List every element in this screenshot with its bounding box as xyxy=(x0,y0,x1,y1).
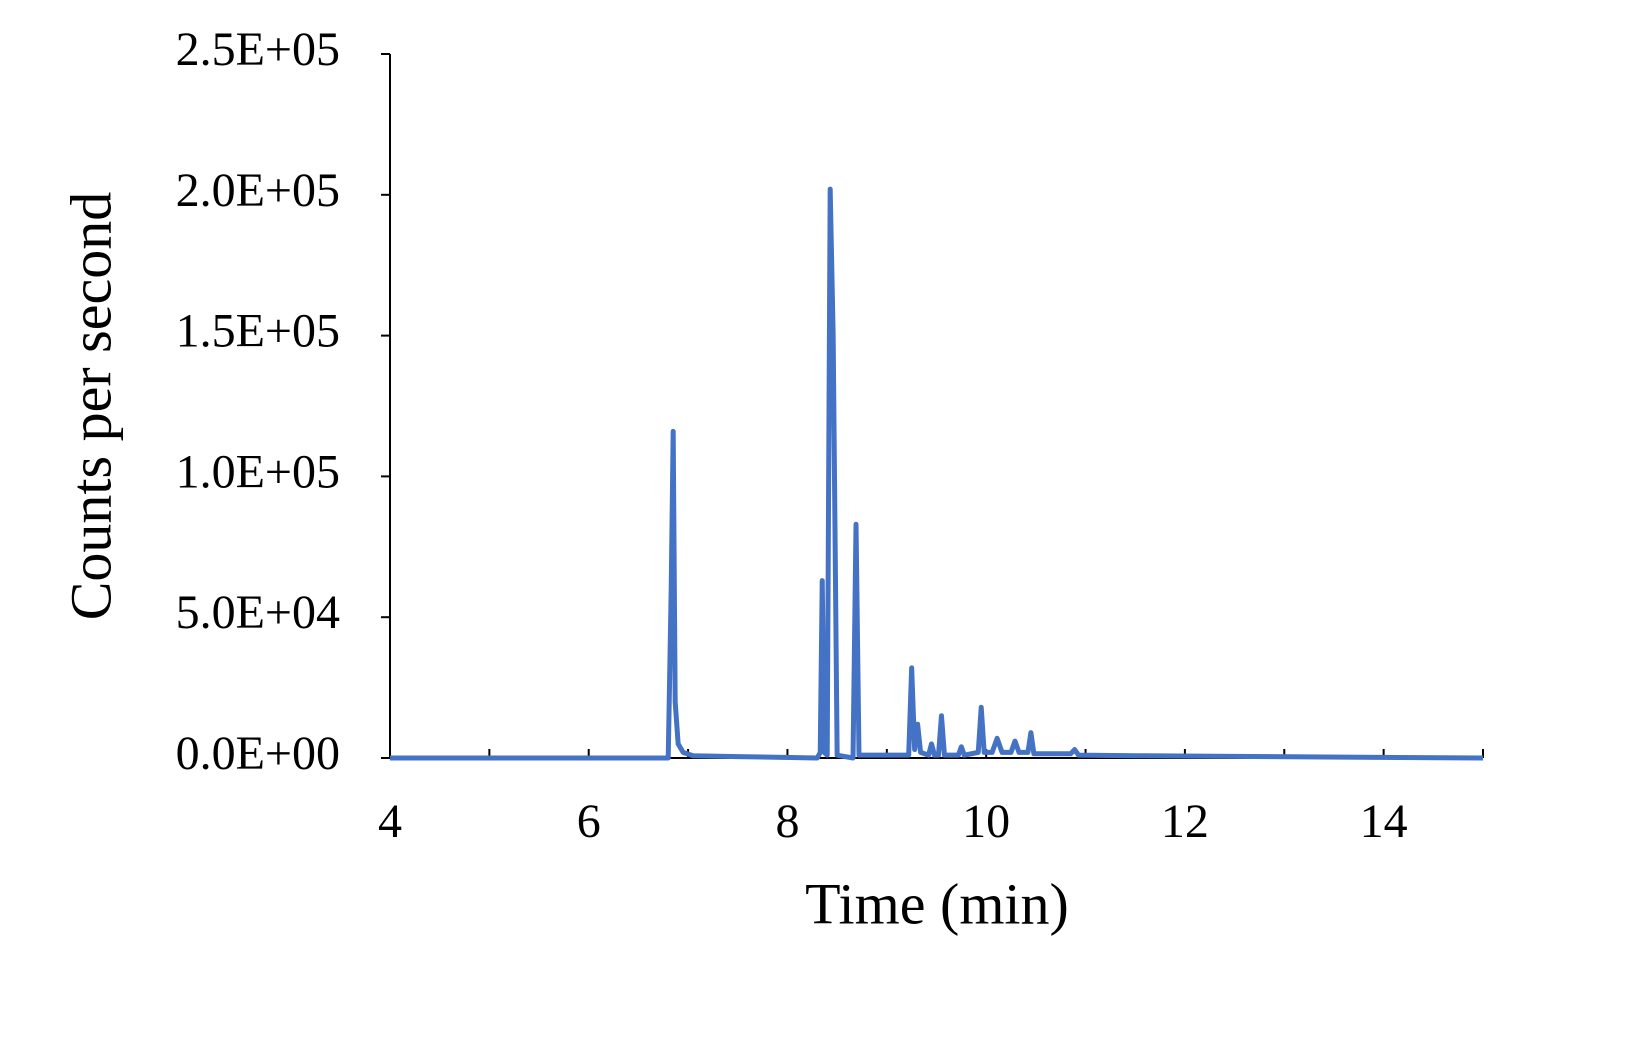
y-tick-label: 5.0E+04 xyxy=(176,586,340,639)
y-axis-title: Counts per second xyxy=(58,192,123,621)
y-tick-label: 2.0E+05 xyxy=(176,164,340,217)
x-tick-label: 6 xyxy=(577,795,601,848)
y-tick-label: 1.0E+05 xyxy=(176,445,340,498)
y-tick-label: 1.5E+05 xyxy=(176,305,340,358)
x-tick-label: 12 xyxy=(1161,795,1209,848)
x-tick-label: 8 xyxy=(775,795,799,848)
x-tick-label: 4 xyxy=(378,795,402,848)
data-line xyxy=(390,186,1484,761)
x-tick-label: 10 xyxy=(962,795,1010,848)
y-tick-label: 0.0E+00 xyxy=(176,727,340,780)
x-axis-title: Time (min) xyxy=(805,871,1069,936)
x-tick-label: 14 xyxy=(1360,795,1408,848)
y-tick-label: 2.5E+05 xyxy=(176,23,340,76)
